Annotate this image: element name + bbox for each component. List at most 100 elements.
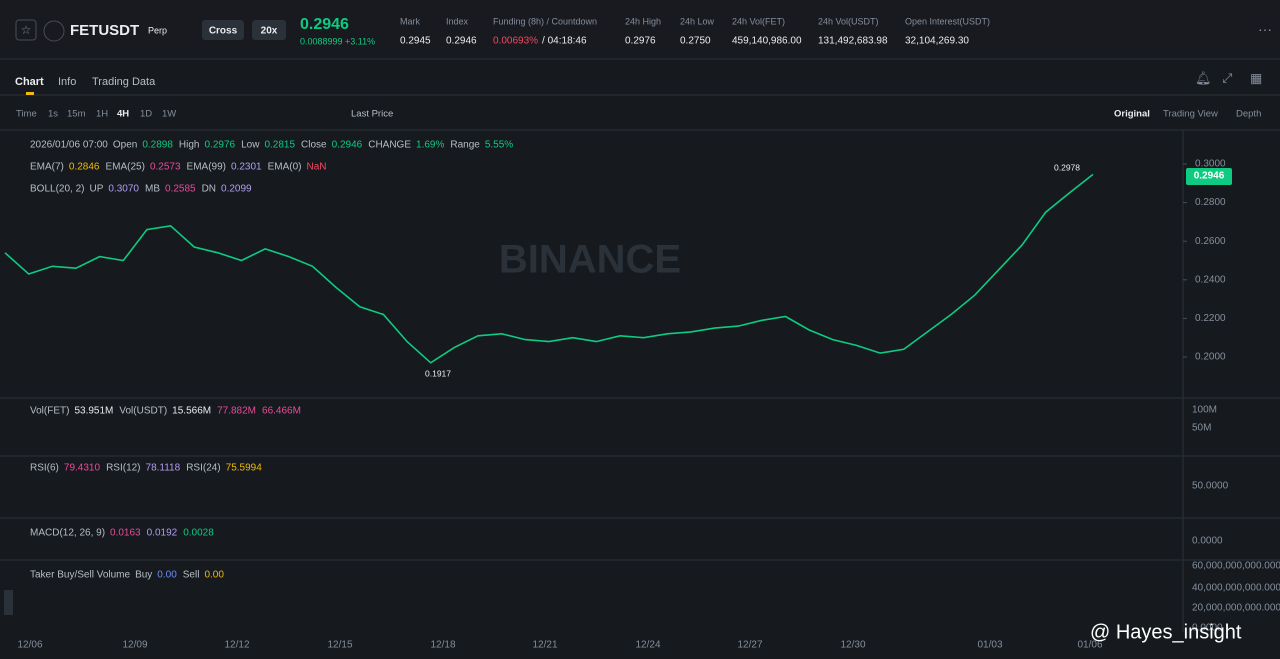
view-option[interactable]: Trading View	[1163, 109, 1218, 120]
stat-label: Funding (8h) / Countdown	[493, 16, 597, 26]
interval[interactable]: 1s	[48, 109, 58, 120]
stat-label: 24h Low	[680, 16, 715, 26]
date-label: 12/21	[532, 640, 557, 651]
legend-value: 0.2946	[332, 140, 363, 151]
axis-label: 40,000,000,000.0000	[1192, 583, 1280, 594]
y-tick-label: 0.2600	[1195, 236, 1226, 247]
date-label: 01/03	[977, 640, 1002, 651]
high-marker: 0.2978	[1054, 162, 1080, 172]
legend-value: 78.1118	[146, 463, 181, 474]
date-label: 12/12	[224, 640, 249, 651]
y-tick-label: 0.2000	[1195, 352, 1226, 363]
alert-icon[interactable]: 🔔︎	[1195, 70, 1212, 85]
favorite-button[interactable]	[15, 19, 37, 41]
legend-value: 66.466M	[262, 406, 301, 417]
watermark: BINANCE	[499, 238, 681, 282]
axis-label: 0.0000	[1192, 623, 1223, 634]
legend-label: Buy	[135, 570, 152, 581]
legend-label: 2026/01/06 07:00	[30, 140, 108, 151]
margin-button[interactable]	[202, 20, 244, 40]
axis-label: 50.0000	[1192, 481, 1229, 492]
stat-value: 131,492,683.98	[818, 36, 888, 47]
stat-label: Index	[446, 16, 469, 26]
stat-value: 0.00693%	[493, 36, 538, 47]
axis-label: 50M	[1192, 423, 1211, 434]
legend-value: 0.2573	[150, 162, 181, 173]
last-price: 0.2946	[300, 16, 349, 33]
top-bar	[0, 0, 1280, 58]
y-tick-label: 0.2400	[1195, 274, 1226, 285]
countdown: / 04:18:46	[542, 36, 587, 47]
margin-mode[interactable]: Cross	[209, 26, 238, 37]
legend-label: UP	[89, 184, 103, 195]
axis-label: 0.0000	[1192, 536, 1223, 547]
date-label: 12/27	[737, 640, 762, 651]
interval[interactable]: Time	[16, 109, 37, 120]
interval[interactable]: 15m	[67, 109, 86, 120]
legend-label: RSI(24)	[186, 463, 220, 474]
legend-label: RSI(12)	[106, 463, 140, 474]
interval[interactable]: 1H	[96, 109, 108, 120]
legend-label: MACD(12, 26, 9)	[30, 528, 105, 539]
symbol: FETUSDT	[70, 22, 139, 39]
legend-label: EMA(25)	[106, 162, 145, 173]
legend-value: NaN	[307, 162, 327, 173]
legend-label: Open	[113, 140, 137, 151]
date-label: 12/18	[430, 640, 455, 651]
date-label: 12/06	[17, 640, 42, 651]
current-price-tag	[1186, 168, 1232, 185]
legend-label: EMA(0)	[268, 162, 302, 173]
interval[interactable]: 4H	[117, 109, 129, 120]
date-label: 12/09	[122, 640, 147, 651]
stat-value: 0.2946	[446, 36, 477, 47]
grid-icon[interactable]: ▦	[1250, 70, 1262, 85]
legend-label: High	[179, 140, 200, 151]
watermark-credit: @ Hayes_insight	[1090, 621, 1242, 643]
stat-value: 0.2976	[625, 36, 656, 47]
axis-label: 20,000,000,000.0000	[1192, 603, 1280, 614]
axis-label: 100M	[1192, 405, 1217, 416]
interval[interactable]: 1D	[140, 109, 152, 120]
view-option[interactable]: Depth	[1236, 109, 1261, 120]
legend-label: MB	[145, 184, 160, 195]
tab[interactable]: Info	[58, 76, 76, 88]
legend-value: 0.2846	[69, 162, 100, 173]
tab[interactable]: Chart	[15, 76, 44, 88]
stat-label: Open Interest(USDT)	[905, 16, 990, 26]
y-tick-label: 0.2200	[1195, 313, 1226, 324]
more-menu[interactable]: ⋯	[1258, 22, 1272, 38]
price-change: 0.0088999 +3.11%	[300, 36, 375, 46]
tab[interactable]: Trading Data	[92, 76, 156, 88]
legend-value: 1.69%	[416, 140, 444, 151]
leverage-button[interactable]	[252, 20, 286, 40]
view-option[interactable]: Original	[1114, 109, 1150, 120]
interval[interactable]: 1W	[162, 109, 176, 120]
legend-label: Taker Buy/Sell Volume	[30, 570, 130, 581]
legend-value: 0.00	[157, 570, 177, 581]
legend-value: 53.951M	[74, 406, 113, 417]
stat-value: 32,104,269.30	[905, 36, 969, 47]
legend-label: Close	[301, 140, 327, 151]
legend-value: 79.4310	[64, 463, 101, 474]
legend-label: EMA(7)	[30, 162, 64, 173]
legend-label: EMA(99)	[187, 162, 226, 173]
leverage[interactable]: 20x	[261, 26, 278, 37]
y-tick-label: 0.2800	[1195, 197, 1226, 208]
price-line	[4, 173, 1094, 364]
stat-label: Mark	[400, 16, 420, 26]
legend-label: RSI(6)	[30, 463, 59, 474]
price-type[interactable]: Last Price	[351, 109, 393, 120]
legend-value: 0.0192	[147, 528, 178, 539]
y-tick-label: 0.3000	[1195, 159, 1226, 170]
expand-icon[interactable]: ⤢	[1222, 70, 1232, 85]
legend-label: Vol(USDT)	[119, 406, 167, 417]
legend-value: 0.2815	[264, 140, 295, 151]
collapse-handle[interactable]	[4, 590, 13, 615]
stat-value: 0.2945	[400, 36, 431, 47]
star-icon: ☆	[21, 23, 32, 37]
axis-label: 60,000,000,000.0000	[1192, 561, 1280, 572]
date-label: 01/06	[1077, 640, 1102, 651]
legend-label: Range	[450, 140, 480, 151]
legend-value: 0.3070	[108, 184, 139, 195]
